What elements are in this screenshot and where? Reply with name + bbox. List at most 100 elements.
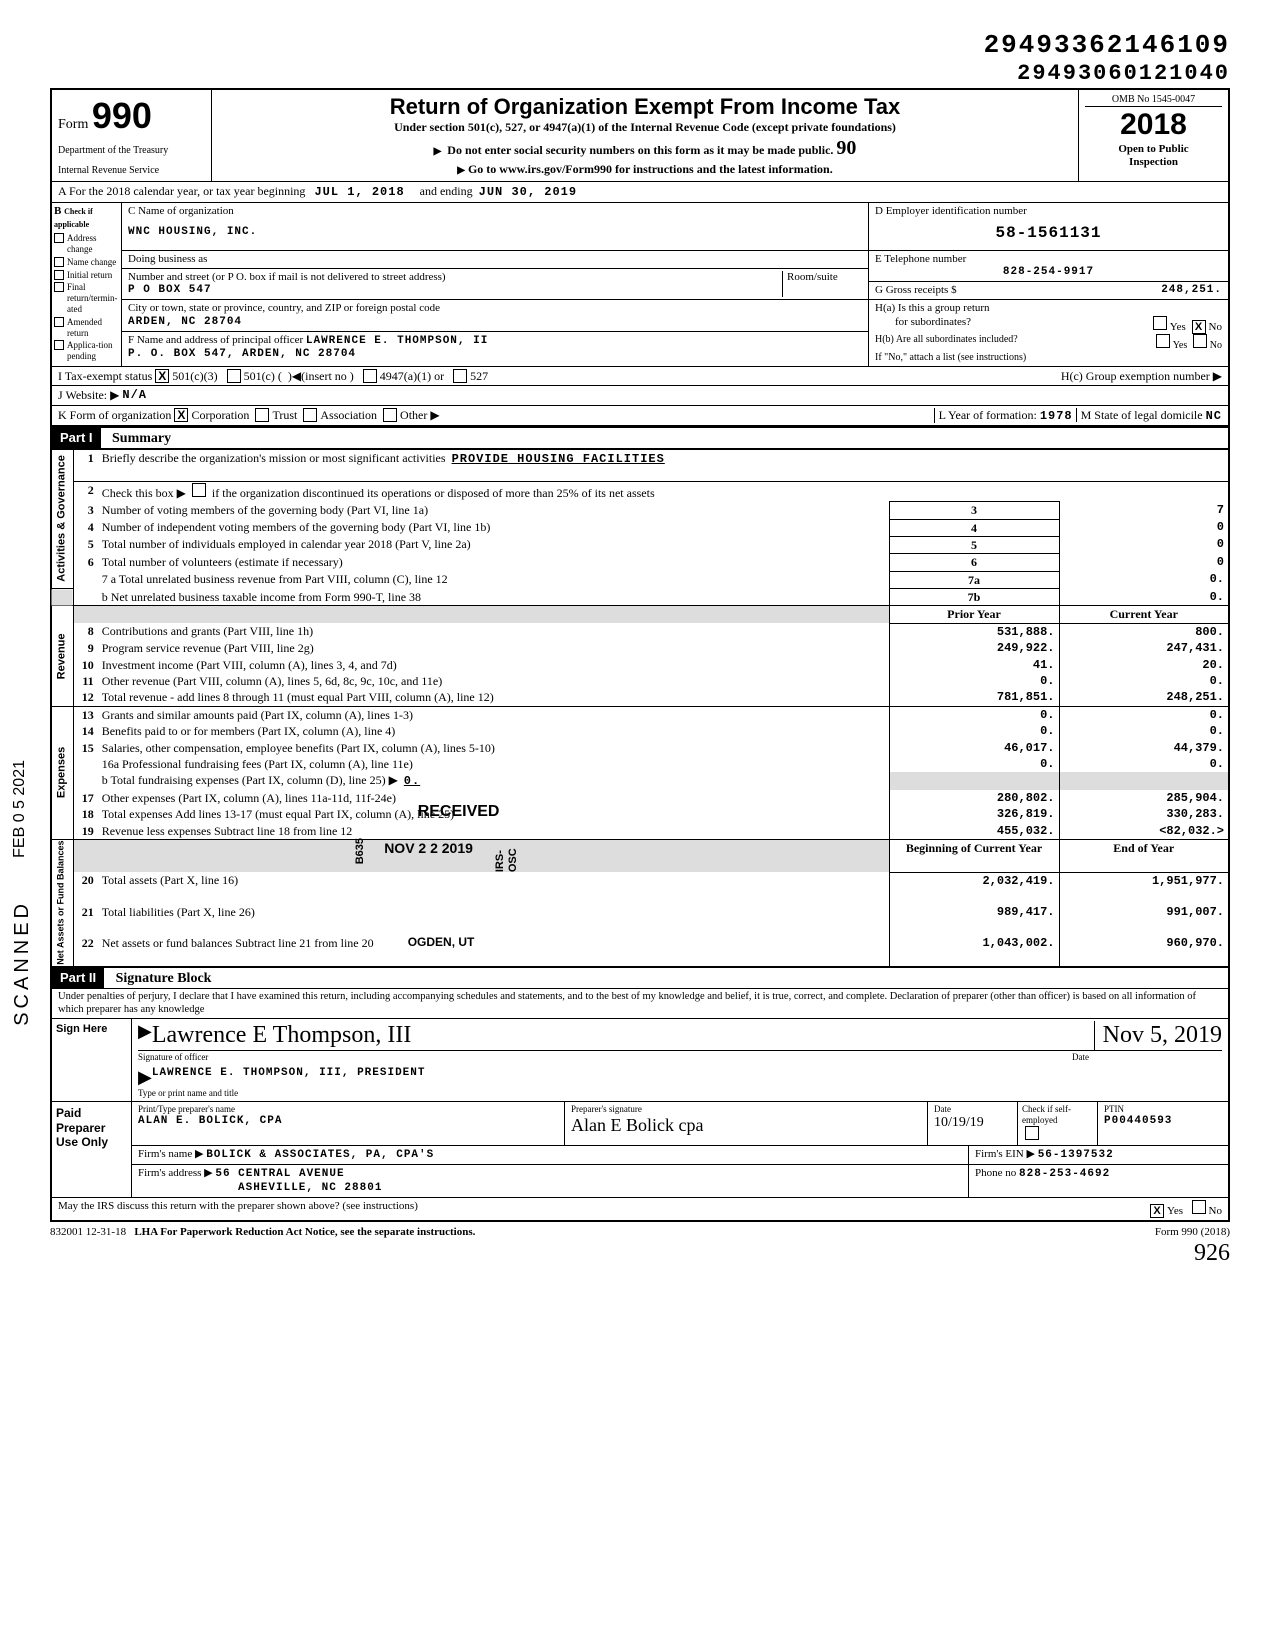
ptin-label: PTIN [1104,1104,1222,1115]
org-name: WNC HOUSING, INC. [128,226,862,239]
city-value: ARDEN, NC 28704 [128,316,862,329]
opt-trust: Trust [272,408,297,422]
no-label: No [1209,1205,1222,1217]
chk-address[interactable]: Address change [54,233,119,255]
e14-text: Benefits paid to or for members (Part IX… [98,723,889,739]
ein-value: 58-1561131 [875,224,1222,243]
room-suite: Room/suite [782,271,862,297]
hdr-begin: Beginning of Current Year [889,839,1059,872]
i-501c3-box[interactable]: X [155,369,169,383]
e14-prior: 0. [889,723,1059,739]
chk-final[interactable]: Final return/termin-ated [54,282,119,314]
line7b-text: b Net unrelated business taxable income … [98,589,889,606]
phone-value: 828-254-9917 [875,266,1222,279]
gross-label: G Gross receipts $ [875,284,957,297]
officer-name: LAWRENCE E. THOMPSON, II [306,335,488,347]
line5-box: 5 [889,536,1059,553]
opt-501c: 501(c) ( [244,369,282,383]
r11-text: Other revenue (Part VIII, column (A), li… [98,673,889,689]
i-501c-box[interactable] [227,369,241,383]
part2-title: Signature Block [108,971,212,986]
officer-signature: Lawrence E Thompson, III [152,1021,411,1050]
header-left: Form 990 Department of the Treasury Inte… [52,90,212,182]
scanned-stamp: SCANNED [10,900,34,1026]
line4-val: 0 [1059,519,1229,536]
r9-curr: 247,431. [1059,640,1229,656]
ein-label: D Employer identification number [875,205,1222,218]
line7b-val: 0. [1059,589,1229,606]
row-k: K Form of organization XCorporation Trus… [50,406,1230,427]
discuss-no-box[interactable] [1192,1200,1206,1214]
discuss-yes-box[interactable]: X [1150,1204,1164,1218]
dba-label: Doing business as [128,253,207,266]
ha-yes-box[interactable] [1153,316,1167,330]
b635-stamp: B635 [354,838,367,864]
k-other-box[interactable] [383,408,397,422]
sig-date: Nov 5, 2019 [1094,1021,1222,1050]
chk-label: Amended return [67,317,119,339]
r10-text: Investment income (Part VIII, column (A)… [98,657,889,673]
yes-label: Yes [1167,1205,1183,1217]
summary-table: Activities & Governance 1 Briefly descri… [50,448,1230,968]
line7a-val: 0. [1059,571,1229,588]
e18-text: Total expenses Add lines 13-17 (must equ… [102,807,454,821]
gross-value: 248,251. [1161,284,1222,297]
self-emp-box[interactable] [1025,1126,1039,1140]
row-i: I Tax-exempt status X501(c)(3) 501(c) ( … [50,367,1230,386]
j-label: J Website: ▶ [58,388,119,402]
officer-name-title: LAWRENCE E. THOMPSON, III, PRESIDENT [152,1067,426,1089]
phone-label: E Telephone number [875,253,1222,266]
chk-amended[interactable]: Amended return [54,317,119,339]
city-label: City or town, state or province, country… [128,302,862,315]
k-corp-box[interactable]: X [174,408,188,422]
line2-box[interactable] [192,483,206,497]
opt-527: 527 [470,369,488,383]
l-year: 1978 [1040,409,1073,423]
hb-yes-box[interactable] [1156,334,1170,348]
ogden-stamp: OGDEN, UT [408,935,475,949]
firm-addr-label: Firm's address ▶ [138,1167,213,1179]
footer-lha: LHA For Paperwork Reduction Act Notice, … [134,1226,475,1238]
hb-no-box[interactable] [1193,334,1207,348]
no-label: No [1209,321,1222,333]
column-b: B Check if applicable Address change Nam… [52,203,122,366]
e13-text: Grants and similar amounts paid (Part IX… [98,706,889,723]
yes-label: Yes [1170,321,1186,333]
opt-other: Other ▶ [400,408,440,422]
side-net: Net Assets or Fund Balances [51,839,74,967]
part1-title: Summary [104,431,171,446]
opt-assoc: Association [320,408,377,422]
column-d: D Employer identification number 58-1561… [868,203,1228,366]
i-527-box[interactable] [453,369,467,383]
hb-label: H(b) Are all subordinates included? [875,334,1018,352]
ptin-value: P00440593 [1104,1115,1222,1128]
header-right: OMB No 1545-0047 2018 Open to Public Ins… [1078,90,1228,182]
e15-curr: 44,379. [1059,740,1229,756]
dept-treasury: Department of the Treasury [58,145,205,157]
hand-90: 90 [836,137,856,159]
ha-no-box[interactable]: X [1192,320,1206,334]
r10-curr: 20. [1059,657,1229,673]
chk-application[interactable]: Applica-tion pending [54,340,119,362]
line6-val: 0 [1059,554,1229,571]
r8-text: Contributions and grants (Part VIII, lin… [98,623,889,640]
r9-prior: 249,922. [889,640,1059,656]
k-trust-box[interactable] [255,408,269,422]
line4-text: Number of independent voting members of … [98,519,889,536]
dln-2: 29493060121040 [50,61,1230,87]
street-label: Number and street (or P O. box if mail i… [128,271,782,284]
line1-value: PROVIDE HOUSING FACILITIES [452,452,665,466]
i-4947-box[interactable] [363,369,377,383]
chk-initial[interactable]: Initial return [54,270,119,281]
goto-link: Go to www.irs.gov/Form990 for instructio… [218,162,1072,177]
chk-name[interactable]: Name change [54,257,119,268]
part2-badge: Part II [52,968,104,988]
e19-prior: 455,032. [889,823,1059,840]
e17-curr: 285,904. [1059,790,1229,806]
line7a-box: 7a [889,571,1059,588]
line2-text: Check this box ▶ [102,486,186,500]
k-assoc-box[interactable] [303,408,317,422]
r8-curr: 800. [1059,623,1229,640]
prep-name: ALAN E. BOLICK, CPA [138,1115,558,1128]
firm-phone: 828-253-4692 [1019,1168,1110,1180]
